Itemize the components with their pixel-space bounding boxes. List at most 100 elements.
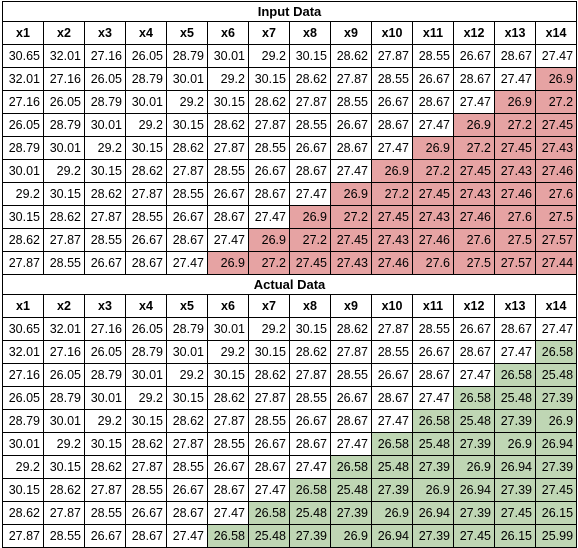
table-cell[interactable]: 25.48 xyxy=(494,386,536,410)
table-cell[interactable]: 30.15 xyxy=(43,182,85,206)
table-cell[interactable]: 25.48 xyxy=(453,409,495,433)
table-cell[interactable]: 27.45 xyxy=(494,501,536,525)
table-cell[interactable]: 27.2 xyxy=(453,136,495,160)
table-cell[interactable]: 27.16 xyxy=(84,317,126,341)
table-cell[interactable]: 28.62 xyxy=(248,363,290,387)
table-cell[interactable]: 27.39 xyxy=(371,478,413,502)
table-cell[interactable]: 27.5 xyxy=(453,251,495,275)
table-cell[interactable]: 25.48 xyxy=(330,478,372,502)
table-cell[interactable]: 30.15 xyxy=(125,409,167,433)
table-cell[interactable]: 26.9 xyxy=(534,409,578,433)
table-cell[interactable]: 26.15 xyxy=(534,501,578,525)
table-cell[interactable]: 30.65 xyxy=(2,44,44,68)
table-cell[interactable]: 30.01 xyxy=(125,90,167,114)
table-cell[interactable]: 28.62 xyxy=(289,340,331,364)
column-header[interactable]: x5 xyxy=(166,21,208,45)
table-cell[interactable]: 26.67 xyxy=(166,478,208,502)
column-header[interactable]: x6 xyxy=(207,21,249,45)
column-header[interactable]: x6 xyxy=(207,294,249,318)
table-cell[interactable]: 27.6 xyxy=(453,228,495,252)
table-cell[interactable]: 30.15 xyxy=(2,205,44,229)
table-cell[interactable]: 29.2 xyxy=(2,455,44,479)
table-cell[interactable]: 28.55 xyxy=(125,478,167,502)
column-header[interactable]: x13 xyxy=(494,21,536,45)
table-cell[interactable]: 25.48 xyxy=(534,363,578,387)
column-header[interactable]: x2 xyxy=(43,294,85,318)
table-cell[interactable]: 28.67 xyxy=(412,90,454,114)
table-cell[interactable]: 26.05 xyxy=(2,386,44,410)
table-cell[interactable]: 30.15 xyxy=(289,44,331,68)
table-cell[interactable]: 28.79 xyxy=(43,113,85,137)
table-cell[interactable]: 28.79 xyxy=(166,44,208,68)
table-cell[interactable]: 32.01 xyxy=(2,340,44,364)
column-header[interactable]: x8 xyxy=(289,21,331,45)
table-cell[interactable]: 32.01 xyxy=(43,317,85,341)
table-cell[interactable]: 26.9 xyxy=(330,524,372,548)
table-cell[interactable]: 27.5 xyxy=(534,205,578,229)
column-header[interactable]: x4 xyxy=(125,21,167,45)
table-cell[interactable]: 26.67 xyxy=(84,524,126,548)
table-cell[interactable]: 26.05 xyxy=(84,340,126,364)
table-cell[interactable]: 28.67 xyxy=(371,386,413,410)
table-cell[interactable]: 28.79 xyxy=(125,67,167,91)
table-cell[interactable]: 27.16 xyxy=(43,340,85,364)
table-cell[interactable]: 28.67 xyxy=(166,501,208,525)
table-cell[interactable]: 27.87 xyxy=(166,432,208,456)
table-cell[interactable]: 30.01 xyxy=(84,386,126,410)
column-header[interactable]: x7 xyxy=(248,21,290,45)
table-cell[interactable]: 28.67 xyxy=(248,455,290,479)
column-header[interactable]: x8 xyxy=(289,294,331,318)
table-cell[interactable]: 27.87 xyxy=(248,386,290,410)
table-cell[interactable]: 27.87 xyxy=(125,182,167,206)
table-cell[interactable]: 27.43 xyxy=(453,182,495,206)
table-cell[interactable]: 28.55 xyxy=(207,432,249,456)
column-header[interactable]: x4 xyxy=(125,294,167,318)
table-cell[interactable]: 26.58 xyxy=(289,478,331,502)
table-cell[interactable]: 28.55 xyxy=(248,409,290,433)
column-header[interactable]: x14 xyxy=(534,294,578,318)
table-cell[interactable]: 27.46 xyxy=(412,228,454,252)
table-cell[interactable]: 26.9 xyxy=(330,182,372,206)
table-cell[interactable]: 28.62 xyxy=(125,159,167,183)
table-cell[interactable]: 30.65 xyxy=(2,317,44,341)
column-header[interactable]: x1 xyxy=(2,294,44,318)
table-cell[interactable]: 30.15 xyxy=(166,386,208,410)
table-cell[interactable]: 27.39 xyxy=(289,524,331,548)
table-cell[interactable]: 27.87 xyxy=(166,159,208,183)
table-cell[interactable]: 30.01 xyxy=(207,44,249,68)
table-cell[interactable]: 26.9 xyxy=(289,205,331,229)
column-header[interactable]: x13 xyxy=(494,294,536,318)
column-header[interactable]: x1 xyxy=(2,21,44,45)
table-cell[interactable]: 26.67 xyxy=(289,136,331,160)
table-cell[interactable]: 27.47 xyxy=(166,251,208,275)
table-cell[interactable]: 26.67 xyxy=(125,501,167,525)
table-cell[interactable]: 28.67 xyxy=(248,182,290,206)
table-cell[interactable]: 27.87 xyxy=(207,409,249,433)
table-cell[interactable]: 25.48 xyxy=(371,455,413,479)
table-cell[interactable]: 32.01 xyxy=(2,67,44,91)
table-cell[interactable]: 28.79 xyxy=(166,317,208,341)
table-cell[interactable]: 27.87 xyxy=(84,478,126,502)
column-header[interactable]: x5 xyxy=(166,294,208,318)
table-cell[interactable]: 26.67 xyxy=(289,409,331,433)
table-cell[interactable]: 28.62 xyxy=(2,228,44,252)
table-cell[interactable]: 29.2 xyxy=(43,432,85,456)
table-cell[interactable]: 29.2 xyxy=(125,386,167,410)
table-cell[interactable]: 27.47 xyxy=(494,67,536,91)
table-cell[interactable]: 28.62 xyxy=(289,67,331,91)
table-cell[interactable]: 27.39 xyxy=(453,501,495,525)
table-cell[interactable]: 27.39 xyxy=(534,386,578,410)
table-cell[interactable]: 26.58 xyxy=(412,409,454,433)
table-cell[interactable]: 27.39 xyxy=(412,524,454,548)
table-cell[interactable]: 26.9 xyxy=(248,228,290,252)
table-cell[interactable]: 27.43 xyxy=(494,159,536,183)
table-cell[interactable]: 26.58 xyxy=(494,363,536,387)
table-cell[interactable]: 28.79 xyxy=(84,363,126,387)
table-cell[interactable]: 30.15 xyxy=(248,340,290,364)
table-cell[interactable]: 27.46 xyxy=(494,182,536,206)
table-cell[interactable]: 27.45 xyxy=(453,159,495,183)
table-cell[interactable]: 26.67 xyxy=(125,228,167,252)
table-cell[interactable]: 28.55 xyxy=(84,501,126,525)
table-cell[interactable]: 28.79 xyxy=(2,409,44,433)
table-cell[interactable]: 27.87 xyxy=(43,228,85,252)
